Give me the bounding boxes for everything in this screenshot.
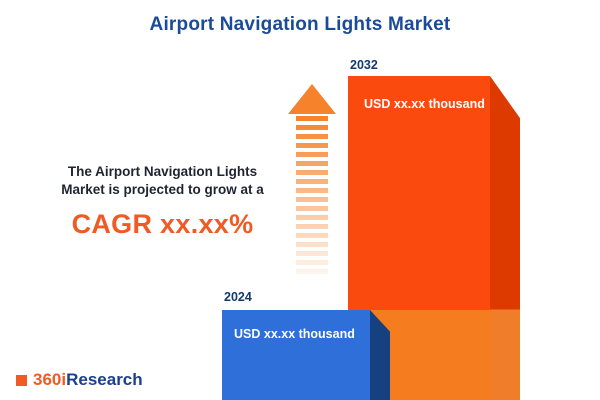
growth-arrow-head-icon: [288, 84, 336, 114]
bar-2024-value-label: USD xx.xx thousand: [234, 327, 355, 341]
description-line-1: The Airport Navigation Lights: [67, 164, 258, 179]
description-line-2: Market is projected to grow at a: [61, 182, 264, 198]
logo-text: 360iResearch: [33, 370, 143, 390]
page-title: Airport Navigation Lights Market: [149, 14, 451, 35]
growth-arrow-shaft-icon: [296, 116, 328, 274]
logo-square-icon: [16, 374, 27, 386]
bar-2032-side-face: [490, 76, 520, 400]
description-block: The Airport Navigation Lights Market is …: [35, 163, 290, 243]
bar-2024-year-label: 2024: [224, 290, 252, 304]
bar-2032-year-label: 2032: [350, 58, 378, 72]
brand-logo: 360iResearch: [16, 370, 143, 390]
bar-2024: [222, 310, 370, 400]
bar-2024-side-face: [370, 310, 390, 400]
logo-text-orange: 360i: [33, 370, 67, 389]
bar-2032-value-label: USD xx.xx thousand: [364, 97, 485, 111]
cagr-value: CAGR xx.xx%: [71, 209, 254, 240]
logo-text-navy: Research: [66, 370, 143, 389]
